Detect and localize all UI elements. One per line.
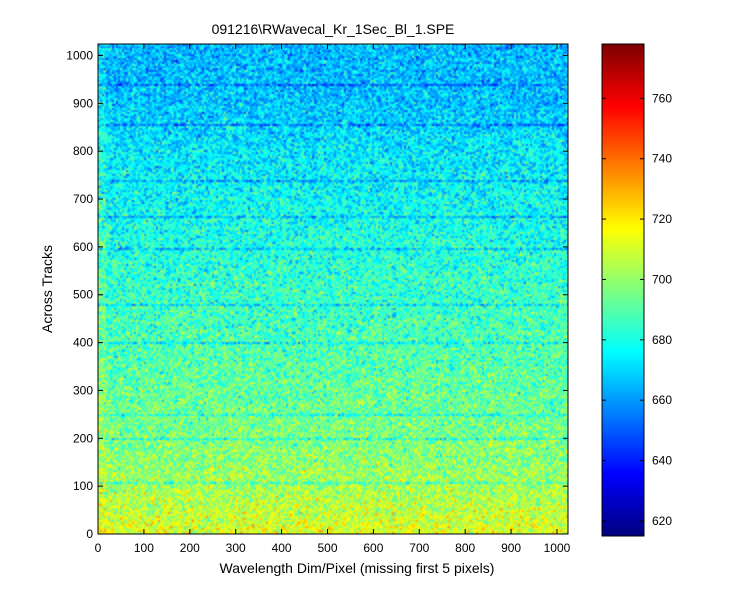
y-tick-label: 0 [86,527,93,541]
y-tick-label: 400 [73,336,93,350]
x-tick-label: 600 [363,541,383,555]
y-axis: 0 100 200 300 400 500 600 700 800 900 1000 [66,48,568,541]
x-tick-label: 300 [226,541,246,555]
x-tick-label: 100 [134,541,154,555]
colorbar-frame [601,43,645,537]
heatmap-image [98,44,568,534]
y-tick-label: 500 [73,288,93,302]
y-axis-label: Across Tracks [39,245,55,333]
plot-frame [97,43,569,535]
x-tick-label: 900 [501,541,521,555]
colorbar-tick-label: 740 [652,152,672,166]
x-tick-label: 1000 [544,541,571,555]
y-tick-label: 200 [73,431,93,445]
x-tick-label: 700 [409,541,429,555]
x-tick-label: 400 [272,541,292,555]
y-tick-label: 800 [73,144,93,158]
colorbar-tick-label: 760 [652,91,672,105]
x-tick-label: 200 [180,541,200,555]
x-axis-label: Wavelength Dim/Pixel (missing first 5 pi… [220,560,495,576]
y-tick-label: 600 [73,240,93,254]
colorbar-ticks: 620 640 660 680 700 720 740 760 [602,91,672,528]
x-tick-label: 800 [455,541,475,555]
colorbar-tick-label: 620 [652,514,672,528]
x-tick-label: 0 [95,541,102,555]
colorbar-tick-label: 640 [652,454,672,468]
chart-title: 091216\RWavecal_Kr_1Sec_Bl_1.SPE [212,21,455,37]
colorbar-tick-label: 700 [652,272,672,286]
colorbar-tick-label: 680 [652,333,672,347]
colorbar-tick-label: 660 [652,393,672,407]
x-tick-label: 500 [317,541,337,555]
y-tick-label: 100 [73,479,93,493]
x-axis: 0 100 200 300 400 500 600 700 800 900 1000 [95,44,571,555]
y-tick-label: 300 [73,383,93,397]
colorbar-gradient [602,44,644,536]
colorbar-tick-label: 720 [652,212,672,226]
y-tick-label: 1000 [66,48,93,62]
plot-area [97,43,569,535]
y-tick-label: 900 [73,96,93,110]
colorbar: 620 640 660 680 700 720 740 760 [601,43,672,537]
y-tick-label: 700 [73,192,93,206]
